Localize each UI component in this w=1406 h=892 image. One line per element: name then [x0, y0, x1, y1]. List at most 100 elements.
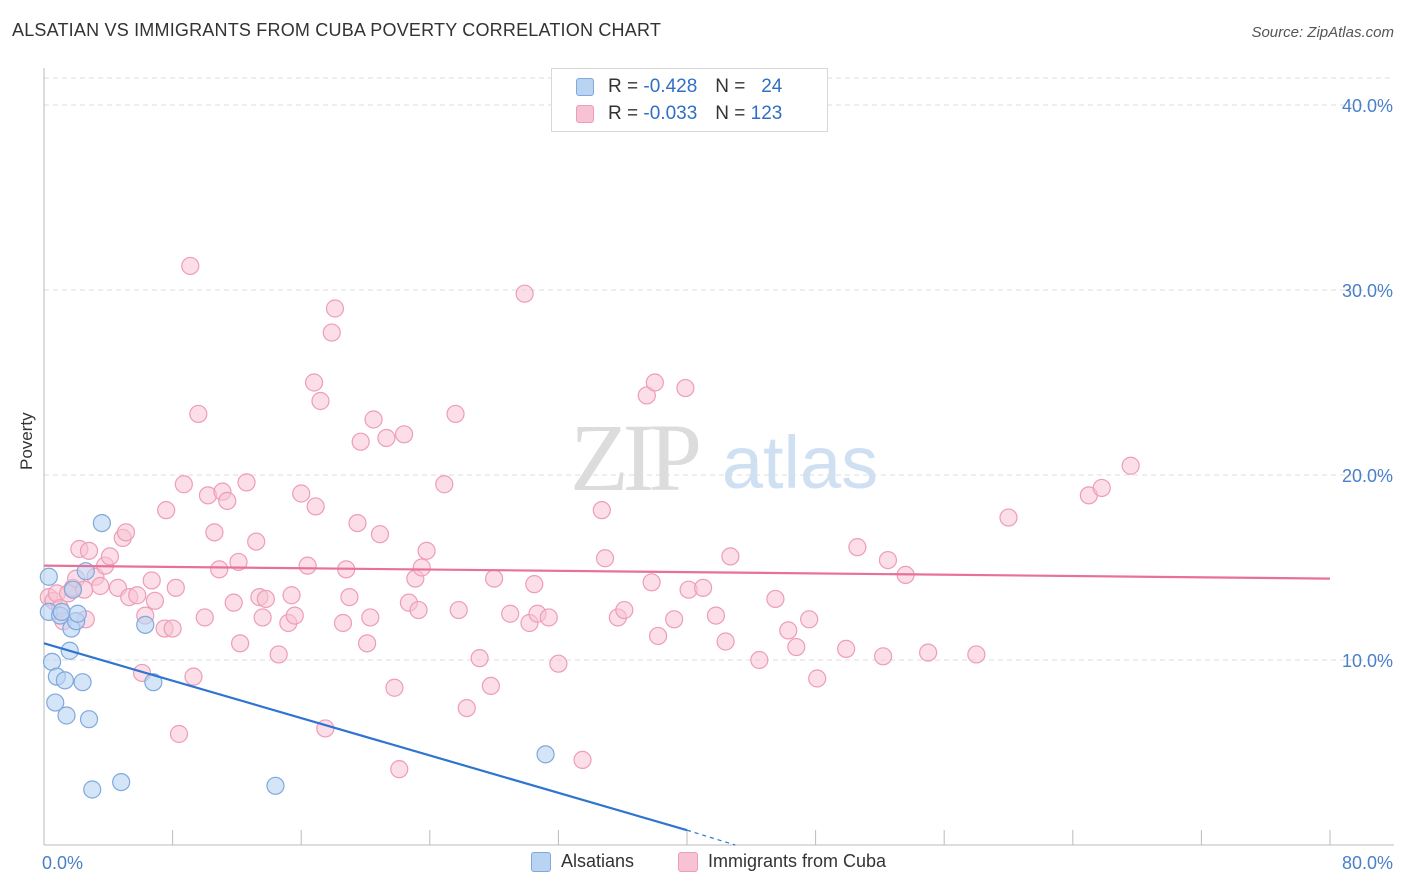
cuba-point — [648, 626, 668, 646]
cuba-point — [229, 552, 248, 572]
cuba-point — [435, 475, 454, 494]
r-label: R = — [608, 103, 639, 124]
source-note: Source: ZipAtlas.com — [1251, 24, 1394, 41]
immigrants-from-cuba-points — [39, 256, 1140, 779]
tick-labels: 10.0% 20.0% 30.0% 40.0% 0.0% 80.0% — [42, 96, 1393, 873]
cuba-point — [390, 760, 409, 779]
alsatian-point — [63, 580, 83, 599]
cuba-point — [184, 667, 203, 686]
cuba-point — [247, 532, 266, 551]
cuba-point — [298, 556, 317, 575]
cuba-point — [592, 501, 611, 520]
cuba-point — [364, 410, 383, 429]
cuba-point — [181, 256, 200, 276]
legend-row-cuba: R = -0.033 N = 123 — [576, 101, 782, 127]
cuba-point — [446, 404, 465, 424]
cuba-point — [1121, 456, 1140, 475]
cuba-point — [665, 610, 684, 629]
cuba-point — [750, 650, 769, 670]
cuba-point — [333, 613, 353, 633]
cuba-point — [163, 619, 182, 638]
stats-legend: R = -0.428 N = 24 R = -0.033 N = 123 — [551, 68, 828, 132]
cuba-point — [218, 491, 237, 510]
axes — [43, 68, 1394, 846]
cuba-point — [394, 425, 414, 444]
watermark-atlas: atlas — [722, 421, 878, 504]
chart-title: ALSATIAN VS IMMIGRANTS FROM CUBA POVERTY… — [12, 20, 662, 40]
cuba-point — [145, 591, 165, 610]
cuba-point — [481, 676, 500, 696]
cuba-point — [449, 600, 468, 620]
cuba-point — [166, 578, 185, 597]
cuba-point — [377, 428, 396, 448]
cuba-point — [642, 573, 661, 592]
cuba-point — [100, 547, 120, 566]
legend-item-cuba[interactable]: Immigrants from Cuba — [678, 851, 886, 872]
series-legend: Alsatians Immigrants from Cuba — [0, 851, 1406, 877]
y-tick-label: 40.0% — [1342, 96, 1393, 116]
watermark: ZIP atlas — [570, 404, 878, 511]
cuba-point — [169, 724, 189, 744]
cuba-point — [800, 610, 819, 629]
cuba-point — [595, 549, 615, 568]
cuba-point — [237, 473, 256, 492]
cuba-point — [645, 373, 664, 392]
cuba-point — [878, 550, 898, 570]
cuba-point — [848, 538, 867, 557]
cuba-point — [874, 647, 893, 666]
cuba-point — [808, 669, 827, 688]
cuba-point — [189, 404, 208, 424]
alsatian-point — [112, 772, 131, 792]
pink-swatch — [576, 105, 594, 123]
alsatian-point — [144, 673, 163, 692]
cuba-point — [210, 560, 229, 579]
cuba-point — [253, 608, 272, 627]
cuba-point — [256, 589, 275, 609]
alsatian-point — [136, 615, 155, 634]
r-value: -0.033 — [643, 103, 698, 124]
cuba-point — [231, 634, 250, 653]
alsatian-point — [57, 706, 76, 725]
cuba-point — [325, 299, 345, 318]
cuba-point — [967, 645, 986, 664]
alsatian-point — [536, 745, 555, 764]
x-tick-label: 0.0% — [42, 853, 83, 873]
cuba-point — [142, 571, 161, 590]
alsatian-point — [39, 567, 58, 586]
cuba-point — [999, 508, 1018, 527]
pink-swatch — [678, 851, 698, 872]
blue-swatch — [531, 851, 551, 872]
cuba-point — [417, 541, 436, 560]
alsatian-trend-extension — [686, 829, 736, 846]
cuba-point — [721, 547, 740, 566]
blue-swatch — [576, 78, 594, 96]
cuba-point — [351, 432, 370, 451]
cuba-point — [470, 649, 489, 668]
legend-row-alsatians: R = -0.428 N = 24 — [576, 74, 782, 100]
cuba-point — [269, 645, 288, 664]
cuba-point — [637, 386, 656, 405]
cuba-point — [539, 608, 558, 627]
cuba-point — [157, 501, 176, 520]
cuba-point — [1092, 478, 1111, 498]
r-value: -0.428 — [643, 76, 698, 97]
cuba-point — [205, 523, 224, 542]
cuba-point — [549, 654, 568, 673]
r-label: R = — [608, 76, 639, 97]
cuba-point — [282, 586, 301, 605]
cuba-point — [128, 586, 147, 605]
cuba-point — [361, 608, 380, 627]
cuba-point — [370, 525, 390, 544]
legend-item-alsatians[interactable]: Alsatians — [531, 851, 634, 872]
y-tick-label: 30.0% — [1342, 281, 1393, 301]
cuba-point — [174, 475, 193, 494]
cuba-point — [485, 569, 504, 588]
alsatian-point — [52, 602, 71, 622]
y-tick-label: 20.0% — [1342, 466, 1393, 486]
alsatian-point — [55, 671, 74, 690]
cuba-point — [787, 637, 806, 657]
cuba-point — [79, 541, 99, 560]
cuba-point — [285, 606, 304, 625]
cuba-point — [348, 513, 367, 533]
